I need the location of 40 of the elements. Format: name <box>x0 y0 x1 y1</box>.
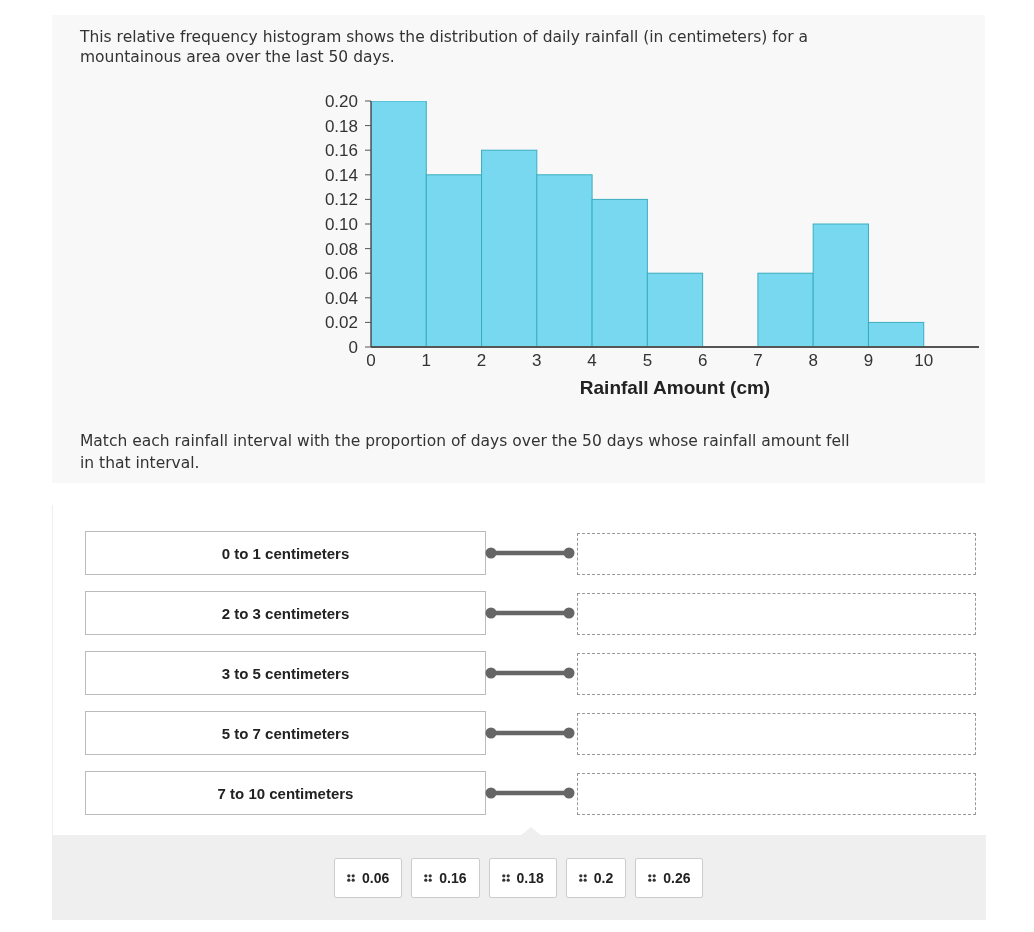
x-tick-label: 6 <box>697 351 708 371</box>
y-tick-label: 0.02 <box>324 313 358 333</box>
y-tick-label: 0.16 <box>324 141 358 161</box>
category-label: 5 to 7 centimeters <box>221 724 350 742</box>
x-tick-label: 9 <box>863 351 874 371</box>
x-tick-label: 4 <box>587 351 597 371</box>
category-label: 0 to 1 centimeters <box>221 544 350 562</box>
x-tick-label: 3 <box>532 351 542 371</box>
category-label: 7 to 10 centimeters <box>217 784 354 802</box>
chart-title: This relative frequency histogram shows the distribution of daily rainfall (in centimeters) for a mountainous area over the last 50 days. <box>80 27 810 67</box>
y-tick-label: 0.06 <box>324 264 358 284</box>
y-tick-label: 0.14 <box>324 165 358 185</box>
y-tick-label: 0.12 <box>324 190 358 210</box>
y-tick-label: 0.10 <box>324 215 358 235</box>
x-tick-label: 8 <box>808 351 818 371</box>
label-field: 0 to 1 centimeters <box>85 531 486 575</box>
y-tick-label: 0.20 <box>324 92 358 112</box>
x-tick-label: 1 <box>421 351 432 371</box>
text: Match each rainfall interval with the proportion of days over the 50 days whose rainfall amount fell in that interval. <box>80 431 851 474</box>
y-tick-label: 0.04 <box>324 288 358 308</box>
x-tick-label: 2 <box>476 351 487 371</box>
x-tick-label: 0 <box>366 351 376 371</box>
x-axis-title: Rainfall Amount (cm) <box>579 377 771 398</box>
answer-chip: 0.06 <box>334 858 403 898</box>
label-field: 3 to 5 centimeters <box>85 651 486 695</box>
answer-chip: 0.2 <box>565 858 627 898</box>
x-tick-label: 5 <box>642 351 653 371</box>
y-tick-label: 0 <box>348 338 358 358</box>
label-field: 2 to 3 centimeters <box>85 591 486 635</box>
y-tick-label: 0.18 <box>324 116 358 136</box>
x-tick-label: 10 <box>914 351 934 371</box>
x-tick-label: 7 <box>753 351 763 371</box>
label-field: 5 to 7 centimeters <box>85 711 486 755</box>
label-field: 7 to 10 centimeters <box>85 771 486 815</box>
answer-chip: 0.16 <box>411 858 480 898</box>
answer-chip: 0.18 <box>488 858 557 898</box>
category-label: 3 to 5 centimeters <box>221 664 350 682</box>
category-label: 2 to 3 centimeters <box>221 604 350 622</box>
answer-chip: 0.26 <box>635 858 704 898</box>
y-tick-label: 0.08 <box>324 239 358 259</box>
